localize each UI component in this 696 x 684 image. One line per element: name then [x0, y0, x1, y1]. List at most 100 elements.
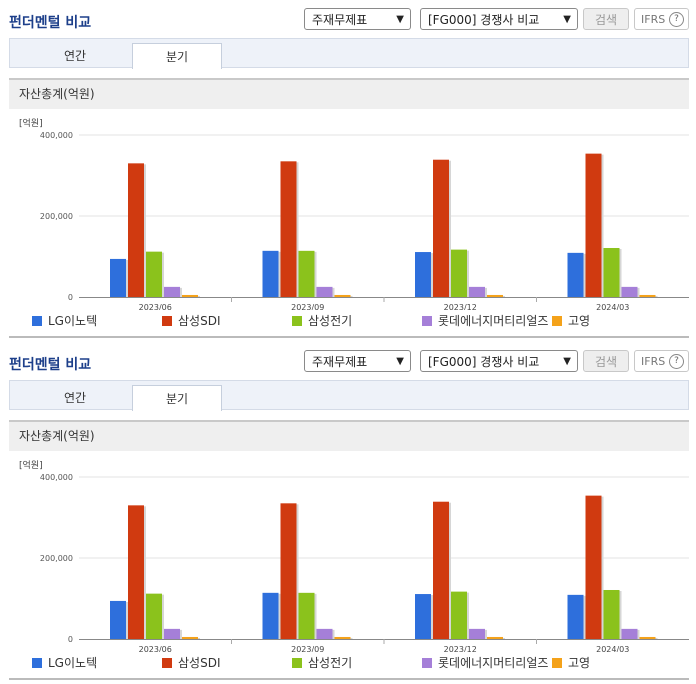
x-tick-label: 2023/06 — [139, 303, 172, 310]
x-tick-label: 2024/03 — [596, 645, 629, 652]
legend-item[interactable]: 삼성SDI — [162, 312, 220, 330]
legend-label: 고영 — [568, 656, 591, 670]
compare-select-value: [FG000] 경쟁사 비교 — [428, 13, 540, 27]
chevron-down-icon: ▼ — [563, 356, 571, 367]
unit-label: [억원] — [19, 117, 43, 129]
bar — [146, 593, 162, 639]
legend-swatch — [292, 315, 302, 326]
bar — [415, 252, 431, 297]
legend-swatch — [422, 657, 432, 668]
ifrs-label: IFRS — [641, 13, 666, 26]
bar — [451, 591, 467, 639]
bar — [487, 294, 503, 297]
legend-item[interactable]: 롯데에너지머티리얼즈 — [422, 312, 548, 330]
search-button[interactable]: 검색 — [583, 8, 629, 30]
legend-label: 삼성SDI — [178, 656, 221, 670]
legend-item[interactable]: 삼성SDI — [162, 654, 220, 672]
bar — [164, 286, 180, 297]
y-tick-label: 0 — [68, 293, 73, 302]
x-tick-label: 2023/12 — [444, 303, 477, 310]
bar — [639, 294, 656, 297]
bar — [316, 286, 333, 297]
help-icon: ? — [669, 354, 684, 369]
legend-swatch — [32, 315, 42, 326]
legend-label: LG이노텍 — [48, 656, 98, 670]
panel-title: 펀더멘털 비교 — [9, 15, 92, 31]
ifrs-label: IFRS — [641, 355, 666, 368]
legend-swatch — [32, 657, 42, 668]
unit-label: [억원] — [19, 459, 43, 471]
statement-select[interactable]: 주재무제표 ▼ — [304, 350, 411, 372]
bar — [316, 628, 333, 639]
y-tick-label: 400,000 — [40, 473, 73, 482]
tab-annual[interactable]: 연간 — [63, 49, 87, 63]
statement-select-value: 주재무제표 — [312, 355, 368, 369]
legend-item[interactable]: 고영 — [552, 312, 590, 330]
fundamental-panel-1: 펀더멘털 비교 주재무제표 ▼ [FG000] 경쟁사 비교 ▼ 검색 IFRS… — [0, 0, 696, 338]
legend-swatch — [162, 657, 172, 668]
legend-swatch — [552, 657, 562, 668]
ifrs-help-button[interactable]: IFRS ? — [634, 350, 689, 372]
bar — [567, 252, 584, 297]
bar — [603, 247, 620, 297]
x-tick-label: 2024/03 — [596, 303, 629, 310]
tab-quarterly[interactable]: 분기 — [132, 385, 222, 411]
legend-label: 삼성SDI — [178, 314, 221, 328]
bar — [415, 594, 431, 639]
bar — [433, 501, 449, 639]
legend-item[interactable]: LG이노텍 — [32, 312, 97, 330]
fundamental-panel-2: 펀더멘털 비교 주재무제표 ▼ [FG000] 경쟁사 비교 ▼ 검색 IFRS… — [0, 342, 696, 684]
legend-label: 삼성전기 — [308, 314, 353, 328]
bar — [262, 592, 279, 639]
bar — [182, 636, 198, 639]
bar — [469, 286, 485, 297]
search-button[interactable]: 검색 — [583, 350, 629, 372]
tab-quarterly[interactable]: 분기 — [132, 43, 222, 69]
divider — [9, 336, 689, 338]
section-title: 자산총계(억원) — [9, 420, 689, 451]
y-tick-label: 0 — [68, 635, 73, 644]
legend-swatch — [422, 315, 432, 326]
bar — [621, 628, 638, 639]
bar — [451, 249, 467, 297]
panel-header: 펀더멘털 비교 주재무제표 ▼ [FG000] 경쟁사 비교 ▼ 검색 IFRS… — [0, 342, 696, 380]
bar-chart: [억원] 0 200,000 400,000 2023/06 2023/09 2023/12… — [19, 117, 689, 310]
compare-select[interactable]: [FG000] 경쟁사 비교 ▼ — [420, 350, 578, 372]
legend-swatch — [552, 315, 562, 326]
legend-item[interactable]: LG이노텍 — [32, 654, 97, 672]
bar — [487, 636, 503, 639]
legend-label: 삼성전기 — [308, 656, 353, 670]
panel-title: 펀더멘털 비교 — [9, 357, 92, 373]
bar — [585, 153, 602, 297]
bar — [164, 628, 180, 639]
compare-select[interactable]: [FG000] 경쟁사 비교 ▼ — [420, 8, 578, 30]
panel-header: 펀더멘털 비교 주재무제표 ▼ [FG000] 경쟁사 비교 ▼ 검색 IFRS… — [0, 0, 696, 38]
x-tick-label: 2023/12 — [444, 645, 477, 652]
bar — [280, 503, 297, 639]
section-title: 자산총계(억원) — [9, 78, 689, 109]
legend-label: LG이노텍 — [48, 314, 98, 328]
bar — [334, 294, 351, 297]
ifrs-help-button[interactable]: IFRS ? — [634, 8, 689, 30]
bar — [298, 250, 315, 297]
legend-label: 고영 — [568, 314, 591, 328]
bar — [433, 159, 449, 297]
bar — [639, 636, 656, 639]
legend-item[interactable]: 삼성전기 — [292, 654, 352, 672]
bar — [298, 592, 315, 639]
legend-item[interactable]: 고영 — [552, 654, 590, 672]
legend-item[interactable]: 롯데에너지머티리얼즈 — [422, 654, 548, 672]
y-tick-label: 200,000 — [40, 212, 73, 221]
statement-select[interactable]: 주재무제표 ▼ — [304, 8, 411, 30]
bar — [128, 163, 144, 297]
bar — [110, 600, 126, 639]
tab-annual[interactable]: 연간 — [63, 391, 87, 405]
help-icon: ? — [669, 12, 684, 27]
bar-chart: [억원] 0 200,000 400,000 2023/06 2023/09 2023/12… — [19, 459, 689, 652]
bar — [128, 505, 144, 639]
legend-item[interactable]: 삼성전기 — [292, 312, 352, 330]
bar — [567, 594, 584, 639]
chevron-down-icon: ▼ — [563, 14, 571, 25]
chart-legend: LG이노텍 삼성SDI 삼성전기 롯데에너지머티리얼즈 고영 — [0, 654, 696, 672]
bar — [262, 250, 279, 297]
